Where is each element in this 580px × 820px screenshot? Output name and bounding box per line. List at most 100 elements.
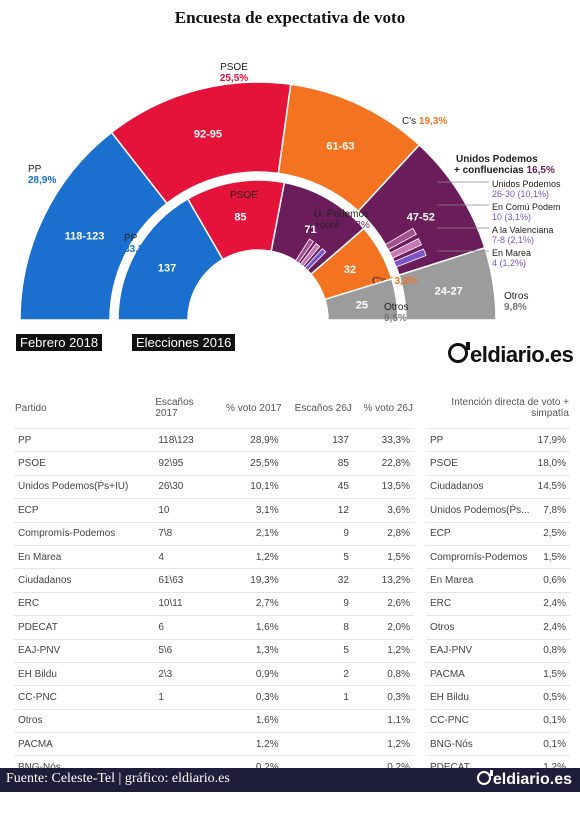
vote-label-1-0: 33,3%	[124, 244, 152, 255]
sub-name-1: En Comú Podem	[492, 202, 561, 212]
table-row: PDECAT 6 1,6% 8 2,0%	[14, 615, 414, 640]
chart-title: Encuesta de expectativa de voto	[174, 8, 406, 27]
table-cell: 9	[282, 591, 353, 616]
table-cell: 9	[282, 521, 353, 546]
table-cell: 2\3	[154, 661, 215, 686]
seats-label-0-1: 92-95	[194, 129, 222, 141]
party-label-1-3: C's 13,2%	[372, 276, 417, 287]
party-label-b-1-2: +conf 21,3%	[314, 220, 370, 231]
sub-value-2: 7-8 (2,1%)	[492, 235, 534, 245]
table-cell: PSOE	[426, 451, 534, 476]
table-cell: Unidos Podemos(Ṕs...	[426, 498, 534, 523]
sub-value-3: 4 (1,2%)	[492, 258, 526, 268]
table-cell: 18,0%	[533, 451, 570, 476]
table-cell: Ciudadanos	[14, 568, 155, 593]
table-row: En Marea 0,6%	[426, 568, 570, 593]
table-cell: 85	[282, 451, 353, 476]
table-cell: 6	[154, 615, 215, 640]
table-row: Unidos Podemos(Ṕs+IU) 26\30 10,1% 45 13,5%	[14, 474, 414, 499]
table-row: CC-PNC 0,1%	[426, 708, 570, 733]
party-label-0-0: PP	[28, 164, 42, 175]
seats-header-cell: Partido	[15, 402, 47, 414]
table-cell: 118\123	[154, 427, 215, 452]
table-row: Compromís-Podemos 1,5%	[426, 544, 570, 569]
table-cell: EH Bildu	[14, 661, 155, 686]
table-cell: 0,6%	[533, 568, 570, 593]
table-cell: 13,5%	[352, 474, 414, 499]
table-row: EAJ-PNV 0,8%	[426, 638, 570, 663]
table-cell: 13,2%	[352, 568, 414, 593]
table-cell: CC-PNC	[14, 685, 155, 710]
table-cell: 3,1%	[214, 498, 283, 523]
seats-header-cell: % voto 2017	[226, 402, 282, 414]
table-cell: 10	[154, 498, 215, 523]
vote-label-1-4: 9,5%	[384, 313, 407, 324]
table-cell: 1,5%	[533, 661, 570, 686]
table-cell: 2,1%	[214, 521, 283, 546]
table-row: PSOE 92\95 25,5% 85 22,8%	[14, 451, 414, 476]
table-cell: PP	[426, 427, 534, 452]
table-row: ERC 2,4%	[426, 591, 570, 616]
seats-header-cell: Escaños 2017	[155, 397, 194, 419]
table-cell: Unidos Podemos(Ṕs+IU)	[14, 474, 155, 499]
table-cell: 5	[282, 544, 353, 569]
table-cell: 7,8%	[533, 498, 570, 523]
seats-label-0-2: 61-63	[326, 140, 354, 152]
table-cell: 45	[282, 474, 353, 499]
table-cell: 22,8%	[352, 451, 414, 476]
party-label-0-4: Otros	[504, 291, 528, 302]
table-cell: EAJ-PNV	[14, 638, 155, 663]
table-cell: 0,3%	[214, 685, 283, 710]
party-label-1-2: U. Podemos	[314, 209, 369, 220]
table-cell: 12	[282, 498, 353, 523]
vote-label-0-0: 28,9%	[28, 175, 56, 186]
table-cell: PACMA	[14, 732, 155, 756]
table-cell: 14,5%	[533, 474, 570, 499]
table-cell: Compromís-Podemos	[426, 544, 534, 569]
table-row: EH Bildu 2\3 0,9% 2 0,8%	[14, 661, 414, 686]
table-row: Ciudadanos 14,5%	[426, 474, 570, 499]
table-row: EH Bildu 0,5%	[426, 685, 570, 710]
party-label-b-0-3: + confluencias 16,5%	[454, 165, 555, 176]
table-row: ECP 2,5%	[426, 521, 570, 546]
table-row: PACMA 1,5%	[426, 661, 570, 686]
table-cell: CC-PNC	[426, 708, 534, 733]
table-cell	[282, 732, 353, 756]
table-cell: 28,9%	[214, 427, 283, 452]
table-row: PP 17,9%	[426, 427, 570, 452]
seats-label-1-2: 71	[304, 224, 316, 236]
table-cell: 137	[282, 427, 353, 452]
seats-label-1-1: 85	[234, 211, 246, 223]
seats-label-0-4: 24-27	[435, 285, 463, 297]
inner-sub-segment-0	[294, 238, 315, 264]
table-cell: ECP	[426, 521, 534, 546]
inner-ring-tag: Elecciones 2016	[132, 334, 236, 351]
table-cell: En Marea	[14, 544, 155, 569]
seats-label-1-3: 32	[344, 264, 356, 276]
table-cell: 2,7%	[214, 591, 283, 616]
table-cell: 2,4%	[533, 591, 570, 616]
table-cell: 1,2%	[352, 732, 414, 756]
table-cell	[282, 708, 353, 733]
table-cell: 2,8%	[352, 521, 414, 546]
table-cell: 0,1%	[533, 708, 570, 733]
table-cell: PACMA	[426, 661, 534, 686]
table-cell: 0,5%	[533, 685, 570, 710]
table-row: Unidos Podemos(Ṕs... 7,8%	[426, 498, 570, 523]
table-row: Compromís-Podemos 7\8 2,1% 9 2,8%	[14, 521, 414, 546]
party-label-1-4: Otros	[384, 302, 408, 313]
seats-header-cell: % voto 26J	[363, 402, 413, 414]
table-cell: 17,9%	[533, 427, 570, 452]
sub-name-3: En Marea	[492, 248, 531, 258]
intention-table: Intención directa de voto + simpatía PP 1…	[426, 388, 570, 779]
inner-sub-segment-2	[304, 248, 327, 271]
table-cell: 10,1%	[214, 474, 283, 499]
table-cell: 1,1%	[352, 708, 414, 733]
table-cell: 1,6%	[214, 708, 283, 733]
table-row: Ciudadanos 61\63 19,3% 32 13,2%	[14, 568, 414, 593]
seats-label-1-4: 25	[356, 299, 368, 311]
table-row: ERC 10\11 2,7% 9 2,6%	[14, 591, 414, 616]
table-cell: 1,3%	[214, 638, 283, 663]
table-row: CC-PNC 1 0,3% 1 0,3%	[14, 685, 414, 710]
table-cell: 4	[154, 544, 215, 569]
